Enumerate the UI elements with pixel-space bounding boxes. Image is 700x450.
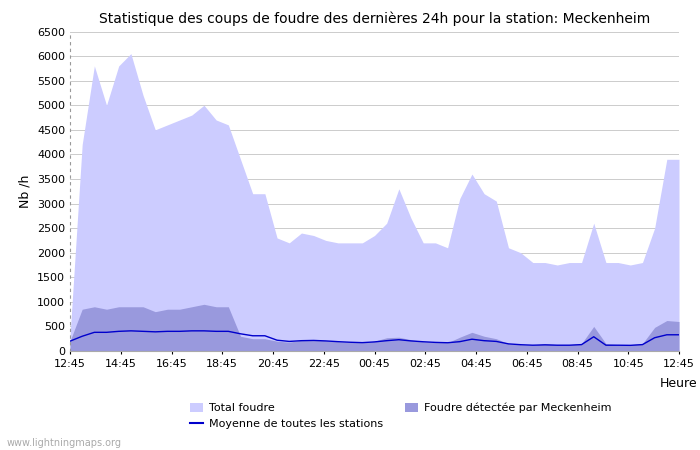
Title: Statistique des coups de foudre des dernières 24h pour la station: Meckenheim: Statistique des coups de foudre des dern… <box>99 12 650 26</box>
Legend: Total foudre, Moyenne de toutes les stations, Foudre détectée par Meckenheim: Total foudre, Moyenne de toutes les stat… <box>186 398 616 433</box>
Text: www.lightningmaps.org: www.lightningmaps.org <box>7 438 122 448</box>
Y-axis label: Nb /h: Nb /h <box>18 175 32 208</box>
X-axis label: Heure: Heure <box>660 377 698 390</box>
